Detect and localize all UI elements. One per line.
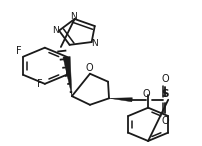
Text: O: O [161, 74, 169, 84]
Text: N: N [52, 26, 59, 35]
Polygon shape [63, 57, 72, 96]
Text: O: O [142, 89, 150, 99]
Text: S: S [161, 89, 169, 99]
Text: O: O [161, 116, 169, 126]
Polygon shape [109, 98, 132, 102]
Text: N: N [91, 39, 98, 48]
Text: N: N [71, 12, 77, 21]
Text: O: O [86, 63, 93, 73]
Text: F: F [37, 79, 43, 89]
Text: F: F [17, 46, 22, 56]
